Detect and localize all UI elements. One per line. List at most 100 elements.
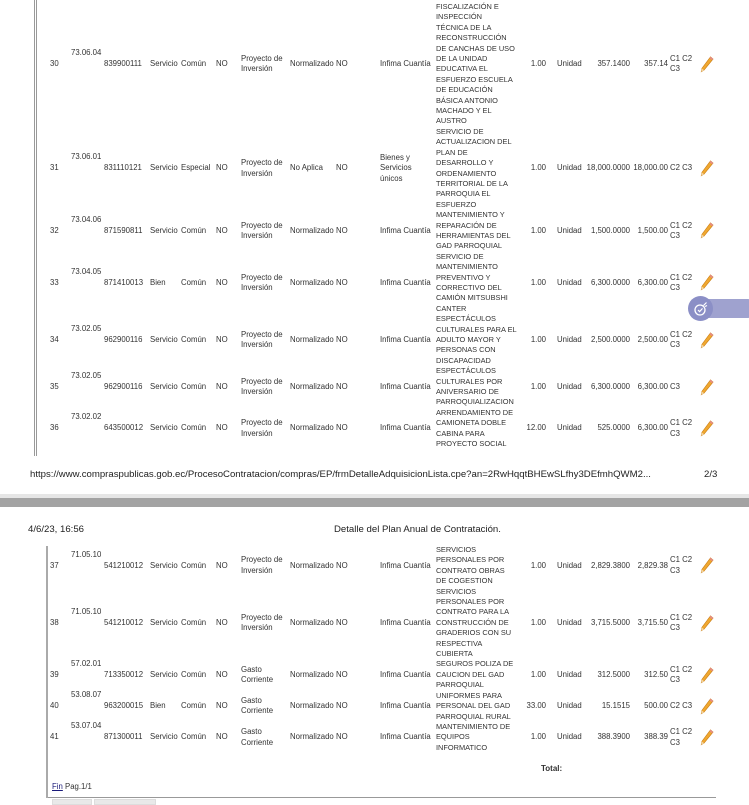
- unit-cost-cell: 3,715.5000: [590, 617, 630, 627]
- procurement-table-page-2: 37 71.05.10 541210012 Servicio Común NO Proyec…: [38, 545, 728, 753]
- quantity-cell: 1.00: [530, 381, 546, 391]
- procedure-cell: Normalizado: [290, 732, 334, 742]
- procedure-cell: Normalizado: [290, 381, 334, 391]
- unit-cell: Unidad: [557, 277, 582, 287]
- purchase-type-cell: Bien: [150, 701, 166, 711]
- quantity-cell: 1.00: [530, 59, 546, 69]
- quantity-cell: 1.00: [530, 225, 546, 235]
- pencil-icon[interactable]: [694, 729, 720, 746]
- partida-cell: 73.02.02: [71, 412, 102, 422]
- catalog-flag-cell: NO: [336, 335, 348, 344]
- row-number-cell: 39: [50, 669, 59, 679]
- cpc-code-cell: 962900116: [104, 381, 143, 391]
- description-cell: ESPECTÁCULOS CULTURALES PARA EL ADULTO M…: [436, 314, 517, 365]
- partida-cell: 53.08.07: [71, 690, 102, 700]
- unit-cell: Unidad: [557, 617, 582, 627]
- budget-type-cell: Proyecto de Inversión: [241, 272, 283, 292]
- unit-cell: Unidad: [557, 701, 582, 711]
- cpc-code-cell: 643500012: [104, 423, 144, 433]
- fin-link[interactable]: Fin: [52, 782, 63, 791]
- bid-flag-cell: NO: [216, 701, 228, 711]
- widget-tab[interactable]: [702, 299, 749, 318]
- purchase-type-cell: Servicio: [150, 423, 178, 433]
- row-number-cell: 31: [50, 163, 59, 173]
- procedure-cell: Normalizado: [290, 423, 334, 433]
- procedure-cell: Normalizado: [290, 669, 334, 679]
- pencil-icon[interactable]: [694, 420, 720, 437]
- procedure-cell: Normalizado: [290, 617, 334, 627]
- pencil-icon[interactable]: [694, 614, 720, 632]
- pencil-icon[interactable]: [694, 222, 720, 239]
- regime-cell: Común: [181, 277, 207, 287]
- bid-flag-cell: NO: [216, 335, 228, 344]
- procedure-cell: Normalizado: [290, 335, 334, 344]
- unit-cost-cell: 2,829.3800: [590, 560, 630, 570]
- description-cell: ARRENDAMIENTO DE CAMIONETA DOBLE CABINA …: [436, 407, 514, 449]
- catalog-flag-cell: NO: [336, 59, 348, 69]
- period-cell: C1 C2 C3: [670, 612, 693, 633]
- total-cost-cell: 6,300.00: [637, 423, 668, 433]
- procedure-cell: Normalizado: [290, 59, 334, 69]
- table-row: 34 73.02.05 962900116 Servicio Común NO Proyec…: [38, 314, 728, 366]
- partida-cell: 73.02.05: [71, 370, 102, 380]
- period-cell: C1 C2 C3: [670, 418, 693, 438]
- pencil-icon[interactable]: [694, 698, 720, 715]
- table-left-border: [34, 0, 37, 456]
- catalog-flag-cell: NO: [336, 423, 348, 433]
- pencil-icon[interactable]: [694, 557, 720, 574]
- row-number-cell: 30: [50, 59, 59, 69]
- bid-flag-cell: NO: [216, 560, 228, 570]
- table-row: 37 71.05.10 541210012 Servicio Común NO Proyec…: [38, 545, 728, 587]
- bottom-tab[interactable]: [52, 799, 92, 805]
- budget-type-cell: Proyecto de Inversión: [241, 612, 283, 633]
- procedure-type-cell: Bienes y Servicios únicos: [380, 152, 412, 183]
- row-number-cell: 32: [50, 225, 59, 235]
- total-cost-cell: 3,715.50: [637, 617, 668, 627]
- procedure-type-cell: Infima Cuantía: [380, 560, 431, 570]
- budget-type-cell: Proyecto de Inversión: [241, 54, 283, 74]
- period-cell: C1 C2 C3: [670, 329, 693, 350]
- pencil-icon[interactable]: [694, 666, 720, 684]
- quantity-cell: 1.00: [530, 669, 546, 679]
- regime-cell: Común: [181, 669, 207, 679]
- total-cost-cell: 388.39: [644, 732, 668, 742]
- pencil-icon[interactable]: [694, 274, 720, 291]
- unit-cost-cell: 18,000.0000: [586, 163, 630, 173]
- row-number-cell: 36: [50, 423, 59, 433]
- regime-cell: Común: [181, 732, 207, 742]
- total-cost-cell: 2,500.00: [637, 335, 668, 344]
- procedure-type-cell: Infima Cuantía: [380, 701, 431, 711]
- description-cell: UNIFORMES PARA PERSONAL DEL GAD PARROQUI…: [436, 690, 511, 721]
- purchase-type-cell: Servicio: [150, 732, 178, 742]
- quantity-cell: 1.00: [530, 163, 546, 173]
- pencil-icon[interactable]: [694, 332, 720, 349]
- procedure-cell: Normalizado: [290, 277, 334, 287]
- description-cell: SERVICIOS PERSONALES POR CONTRATO OBRAS …: [436, 545, 505, 586]
- row-number-cell: 37: [50, 560, 59, 570]
- table-row: 33 73.04.05 871410013 Bien Común NO Proyecto d…: [38, 252, 728, 314]
- quantity-cell: 1.00: [530, 277, 546, 287]
- budget-type-cell: Gasto Corriente: [241, 695, 274, 716]
- cpc-code-cell: 962900116: [104, 335, 143, 344]
- quantity-cell: 1.00: [530, 560, 546, 570]
- bid-flag-cell: NO: [216, 59, 228, 69]
- purchase-type-cell: Servicio: [150, 617, 178, 627]
- partida-cell: 73.04.05: [71, 266, 102, 276]
- catalog-flag-cell: NO: [336, 617, 348, 627]
- description-cell: SERVICIOS PERSONALES POR CONTRATO PARA L…: [436, 586, 512, 659]
- partida-cell: 73.04.06: [71, 214, 102, 224]
- table-row: 41 53.07.04 871300011 Servicio Común NO Gasto …: [38, 721, 728, 753]
- cpc-code-cell: 871410013: [104, 277, 144, 287]
- regime-cell: Común: [181, 59, 207, 69]
- pencil-icon[interactable]: [694, 160, 720, 177]
- bottom-tab[interactable]: [94, 799, 156, 805]
- regime-cell: Común: [181, 560, 207, 570]
- timer-rocket-icon[interactable]: [688, 296, 713, 321]
- procedure-cell: Normalizado: [290, 560, 334, 570]
- regime-cell: Común: [181, 225, 207, 235]
- print-header-date: 4/6/23, 16:56: [28, 524, 85, 535]
- row-number-cell: 34: [50, 335, 59, 344]
- table-row: 39 57.02.01 713350012 Servicio Común NO Gasto …: [38, 659, 728, 690]
- pencil-icon[interactable]: [694, 56, 720, 73]
- pencil-icon[interactable]: [694, 378, 720, 396]
